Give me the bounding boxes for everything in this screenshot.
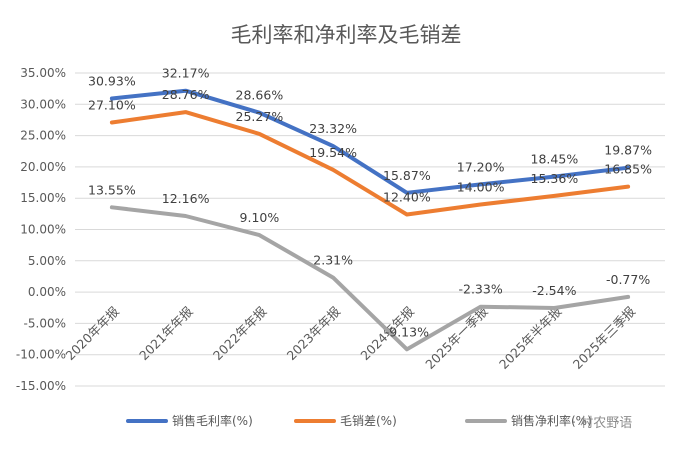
y-tick-label: 0.00%: [28, 285, 66, 299]
data-label: 32.17%: [162, 66, 210, 81]
data-label: 15.87%: [383, 168, 431, 183]
x-tick-label: 2022年年报: [210, 303, 270, 363]
data-label: 28.66%: [236, 88, 284, 103]
y-tick-label: 10.00%: [20, 223, 66, 237]
data-label: 14.00%: [457, 179, 505, 194]
x-tick-label: 2020年年报: [62, 303, 122, 363]
data-label: -0.77%: [606, 272, 650, 287]
chart-title: 毛利率和净利率及毛销差: [231, 23, 462, 47]
y-tick-label: -15.00%: [16, 379, 66, 393]
grid-lines: [75, 72, 665, 387]
series-line-1: [109, 110, 631, 217]
x-tick-label: 2025年三季报: [570, 303, 639, 372]
data-label: 17.20%: [457, 159, 505, 174]
y-tick-label: 25.00%: [20, 129, 66, 143]
x-tick-label: 2023年年报: [284, 303, 344, 363]
y-tick-label: 20.00%: [20, 160, 66, 174]
data-label: 13.55%: [88, 182, 136, 197]
data-label: 23.32%: [309, 121, 357, 136]
data-label: -2.54%: [532, 283, 576, 298]
x-tick-label: 2025年半年报: [496, 303, 565, 372]
data-label: 9.10%: [240, 210, 280, 225]
legend: 销售毛利率(%) 毛销差(%) 销售净利率(%): [126, 413, 592, 428]
y-tick-label: -5.00%: [24, 316, 66, 330]
x-tick-label: 2025年一季报: [422, 303, 491, 372]
y-tick-label: -10.00%: [16, 348, 66, 362]
x-tick-label: 2021年年报: [136, 303, 196, 363]
watermark: · 村农野语: [572, 416, 632, 431]
data-label: 12.16%: [162, 191, 210, 206]
y-tick-label: 30.00%: [20, 97, 66, 111]
data-label: 12.40%: [383, 189, 431, 204]
y-tick-label: 5.00%: [28, 254, 66, 268]
data-label: 28.76%: [162, 87, 210, 102]
y-tick-label: 35.00%: [20, 66, 66, 80]
data-label: 30.93%: [88, 73, 136, 88]
legend-label: 销售净利率(%): [511, 413, 592, 428]
data-label: -9.13%: [385, 324, 429, 339]
series-lines: [109, 88, 631, 352]
legend-label: 销售毛利率(%): [172, 413, 253, 428]
y-tick-label: 15.00%: [20, 191, 66, 205]
data-label: 2.31%: [313, 253, 353, 268]
y-axis: 35.00% 30.00% 25.00% 20.00% 15.00% 10.00% 5.00…: [16, 66, 66, 393]
data-label: 19.87%: [604, 143, 652, 158]
data-label: 18.45%: [531, 152, 579, 167]
data-label: 27.10%: [88, 97, 136, 112]
data-label: 15.36%: [531, 171, 579, 186]
data-label: 25.27%: [236, 109, 284, 124]
data-label: 16.85%: [604, 162, 652, 177]
x-axis: 2020年年报 2021年年报 2022年年报 2023年年报 2024年年报 2025年…: [62, 303, 638, 372]
data-label: 19.54%: [309, 145, 357, 160]
series-line-0: [109, 88, 631, 195]
series-line-2: [109, 205, 631, 352]
data-label: -2.33%: [459, 282, 503, 297]
legend-label: 毛销差(%): [340, 414, 397, 428]
data-labels: 30.93% 32.17% 28.66% 23.32% 15.87% 17.20% 18.4…: [88, 66, 652, 340]
